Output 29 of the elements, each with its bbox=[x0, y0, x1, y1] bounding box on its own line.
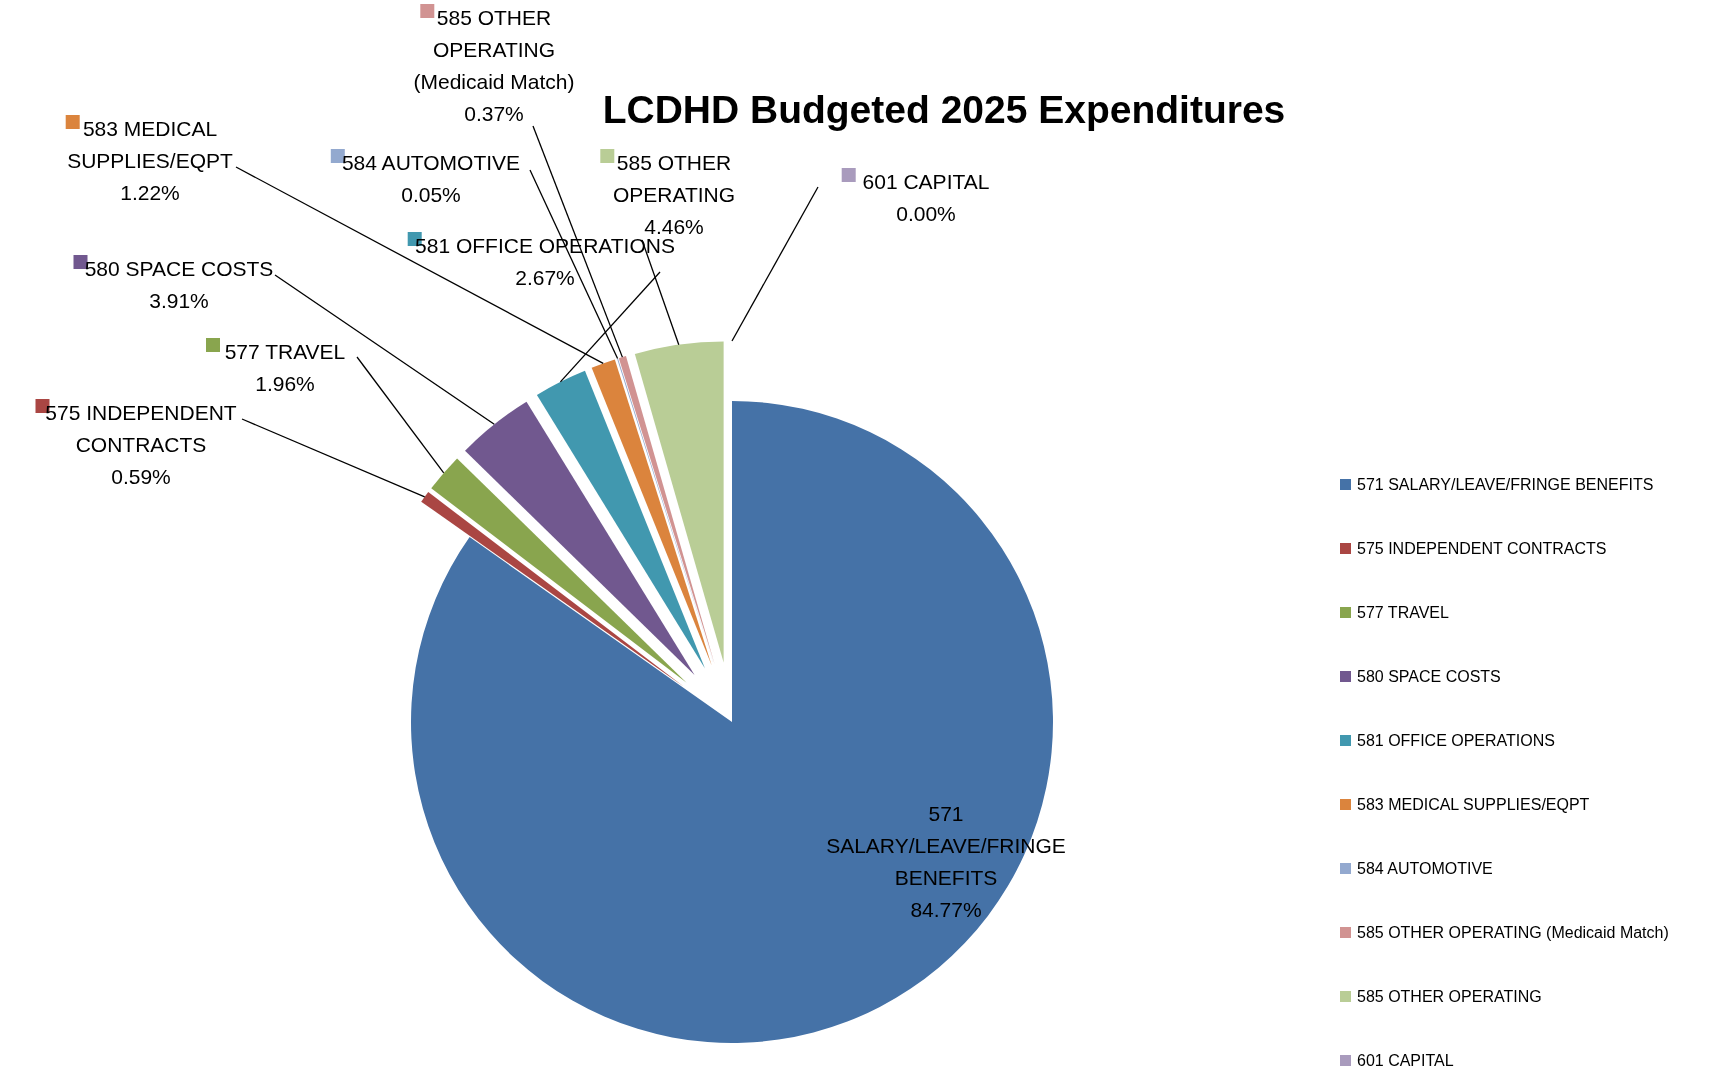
legend-label: 580 SPACE COSTS bbox=[84, 257, 274, 280]
legend-label: 585 OTHER OPERATING bbox=[612, 151, 736, 206]
legend-label: 583 MEDICAL SUPPLIES/EQPT bbox=[67, 117, 234, 172]
legend-label: 571 SALARY/LEAVE/FRINGE BENEFITS bbox=[1357, 476, 1654, 493]
category-label: 584 AUTOMOTIVE bbox=[1357, 860, 1493, 877]
legend-label: 601 CAPITAL bbox=[862, 170, 990, 193]
category-label: 601 CAPITAL bbox=[1357, 1052, 1454, 1069]
category-label: 585 OTHER OPERATING bbox=[1357, 988, 1542, 1005]
data-label: 0.05% bbox=[401, 183, 461, 206]
legend-label: 575 INDEPENDENT CONTRACTS bbox=[45, 401, 237, 456]
data-label: 3.91% bbox=[149, 289, 209, 312]
category-label: 577 TRAVEL bbox=[1357, 604, 1449, 621]
category-label: 575 INDEPENDENT CONTRACTS bbox=[1357, 540, 1607, 557]
text: LCDHD Budgeted 2025 Expenditures bbox=[602, 88, 1286, 131]
data-label: 2.67% bbox=[515, 266, 575, 289]
category-label: 581 OFFICE OPERATIONS bbox=[1357, 732, 1555, 749]
data-label: 1.96% bbox=[255, 372, 315, 395]
data-label: 4.46% bbox=[644, 215, 704, 238]
data-label: 0.59% bbox=[111, 465, 171, 488]
legend-label: 577 TRAVEL bbox=[224, 340, 346, 363]
legend-label: 584 AUTOMOTIVE bbox=[341, 151, 521, 174]
category-label: 583 MEDICAL SUPPLIES/EQPT bbox=[1357, 796, 1590, 813]
data-label: 0.37% bbox=[464, 102, 524, 125]
category-label: 580 SPACE COSTS bbox=[1357, 668, 1501, 685]
category-label: 585 OTHER OPERATING (Medicaid Match) bbox=[1357, 924, 1669, 941]
text: 0.00% bbox=[896, 202, 956, 225]
legend-label: 585 OTHER OPERATING (Medicaid Match) bbox=[413, 6, 575, 93]
data-label: 84.77% bbox=[910, 898, 982, 921]
data-label: 1.22% bbox=[120, 181, 180, 204]
